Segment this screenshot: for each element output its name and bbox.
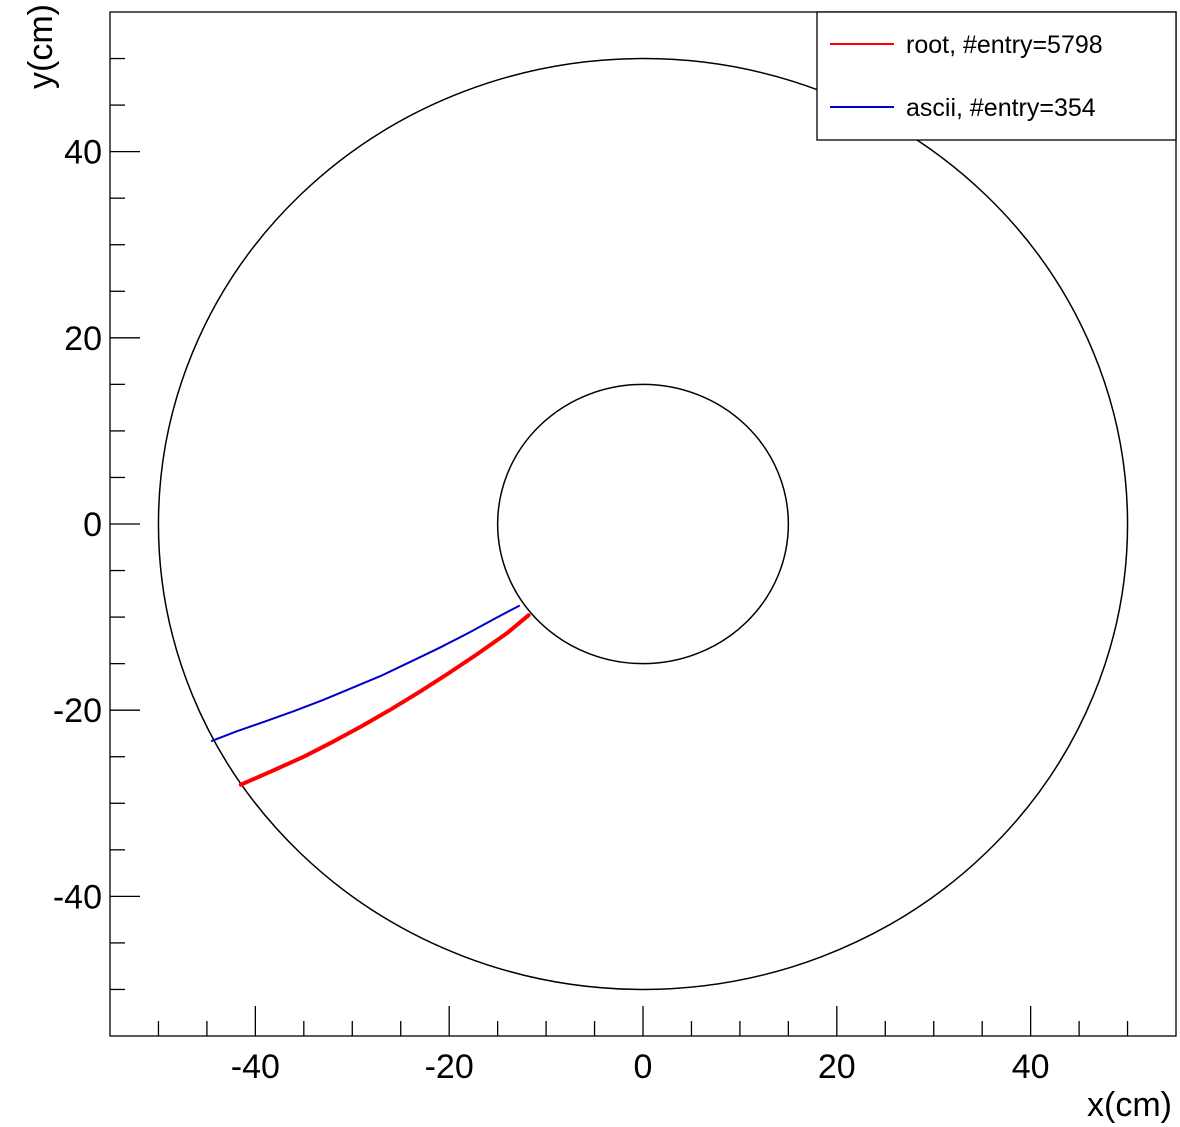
series-ascii-track xyxy=(210,604,520,742)
x-axis-title: x(cm) xyxy=(1087,1086,1172,1124)
legend-box xyxy=(816,11,1177,141)
y-tick-label: 40 xyxy=(64,134,102,172)
y-tick-label: -40 xyxy=(53,878,102,916)
x-tick-label: -20 xyxy=(425,1048,474,1086)
x-tick-label: -40 xyxy=(231,1048,280,1086)
inner-circle xyxy=(496,383,790,665)
y-axis-title: y(cm) xyxy=(22,4,60,89)
x-tick-label: 20 xyxy=(818,1048,856,1086)
x-tick-label: 0 xyxy=(634,1048,653,1086)
legend: root, #entry=5798 ascii, #entry=354 xyxy=(816,11,1177,141)
outer-circle xyxy=(157,57,1129,991)
y-tick-label: 20 xyxy=(64,320,102,358)
y-tick-label: -20 xyxy=(53,692,102,730)
plot-frame xyxy=(109,11,1177,1037)
y-tick-label: 0 xyxy=(83,506,102,544)
series-root-track xyxy=(238,613,531,787)
legend-label-ascii: ascii, #entry=354 xyxy=(906,94,1096,122)
legend-label-root: root, #entry=5798 xyxy=(906,31,1103,59)
x-tick-label: 40 xyxy=(1012,1048,1050,1086)
